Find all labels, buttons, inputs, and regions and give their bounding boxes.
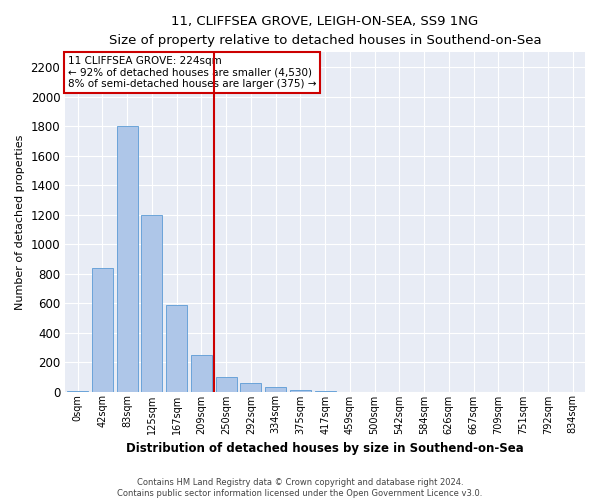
Bar: [265, 387, 286, 392]
X-axis label: Distribution of detached houses by size in Southend-on-Sea: Distribution of detached houses by size …: [126, 442, 524, 455]
Bar: [314, 391, 335, 392]
Bar: [191, 354, 212, 392]
Bar: [116, 126, 137, 392]
Bar: [67, 391, 88, 392]
Text: 11 CLIFFSEA GROVE: 224sqm
← 92% of detached houses are smaller (4,530)
8% of sem: 11 CLIFFSEA GROVE: 224sqm ← 92% of detac…: [68, 56, 316, 89]
Y-axis label: Number of detached properties: Number of detached properties: [15, 134, 25, 310]
Bar: [215, 377, 236, 392]
Bar: [141, 214, 163, 392]
Bar: [241, 384, 262, 392]
Text: Contains HM Land Registry data © Crown copyright and database right 2024.
Contai: Contains HM Land Registry data © Crown c…: [118, 478, 482, 498]
Bar: [92, 268, 113, 392]
Bar: [166, 304, 187, 392]
Title: 11, CLIFFSEA GROVE, LEIGH-ON-SEA, SS9 1NG
Size of property relative to detached : 11, CLIFFSEA GROVE, LEIGH-ON-SEA, SS9 1N…: [109, 15, 541, 47]
Bar: [290, 390, 311, 392]
